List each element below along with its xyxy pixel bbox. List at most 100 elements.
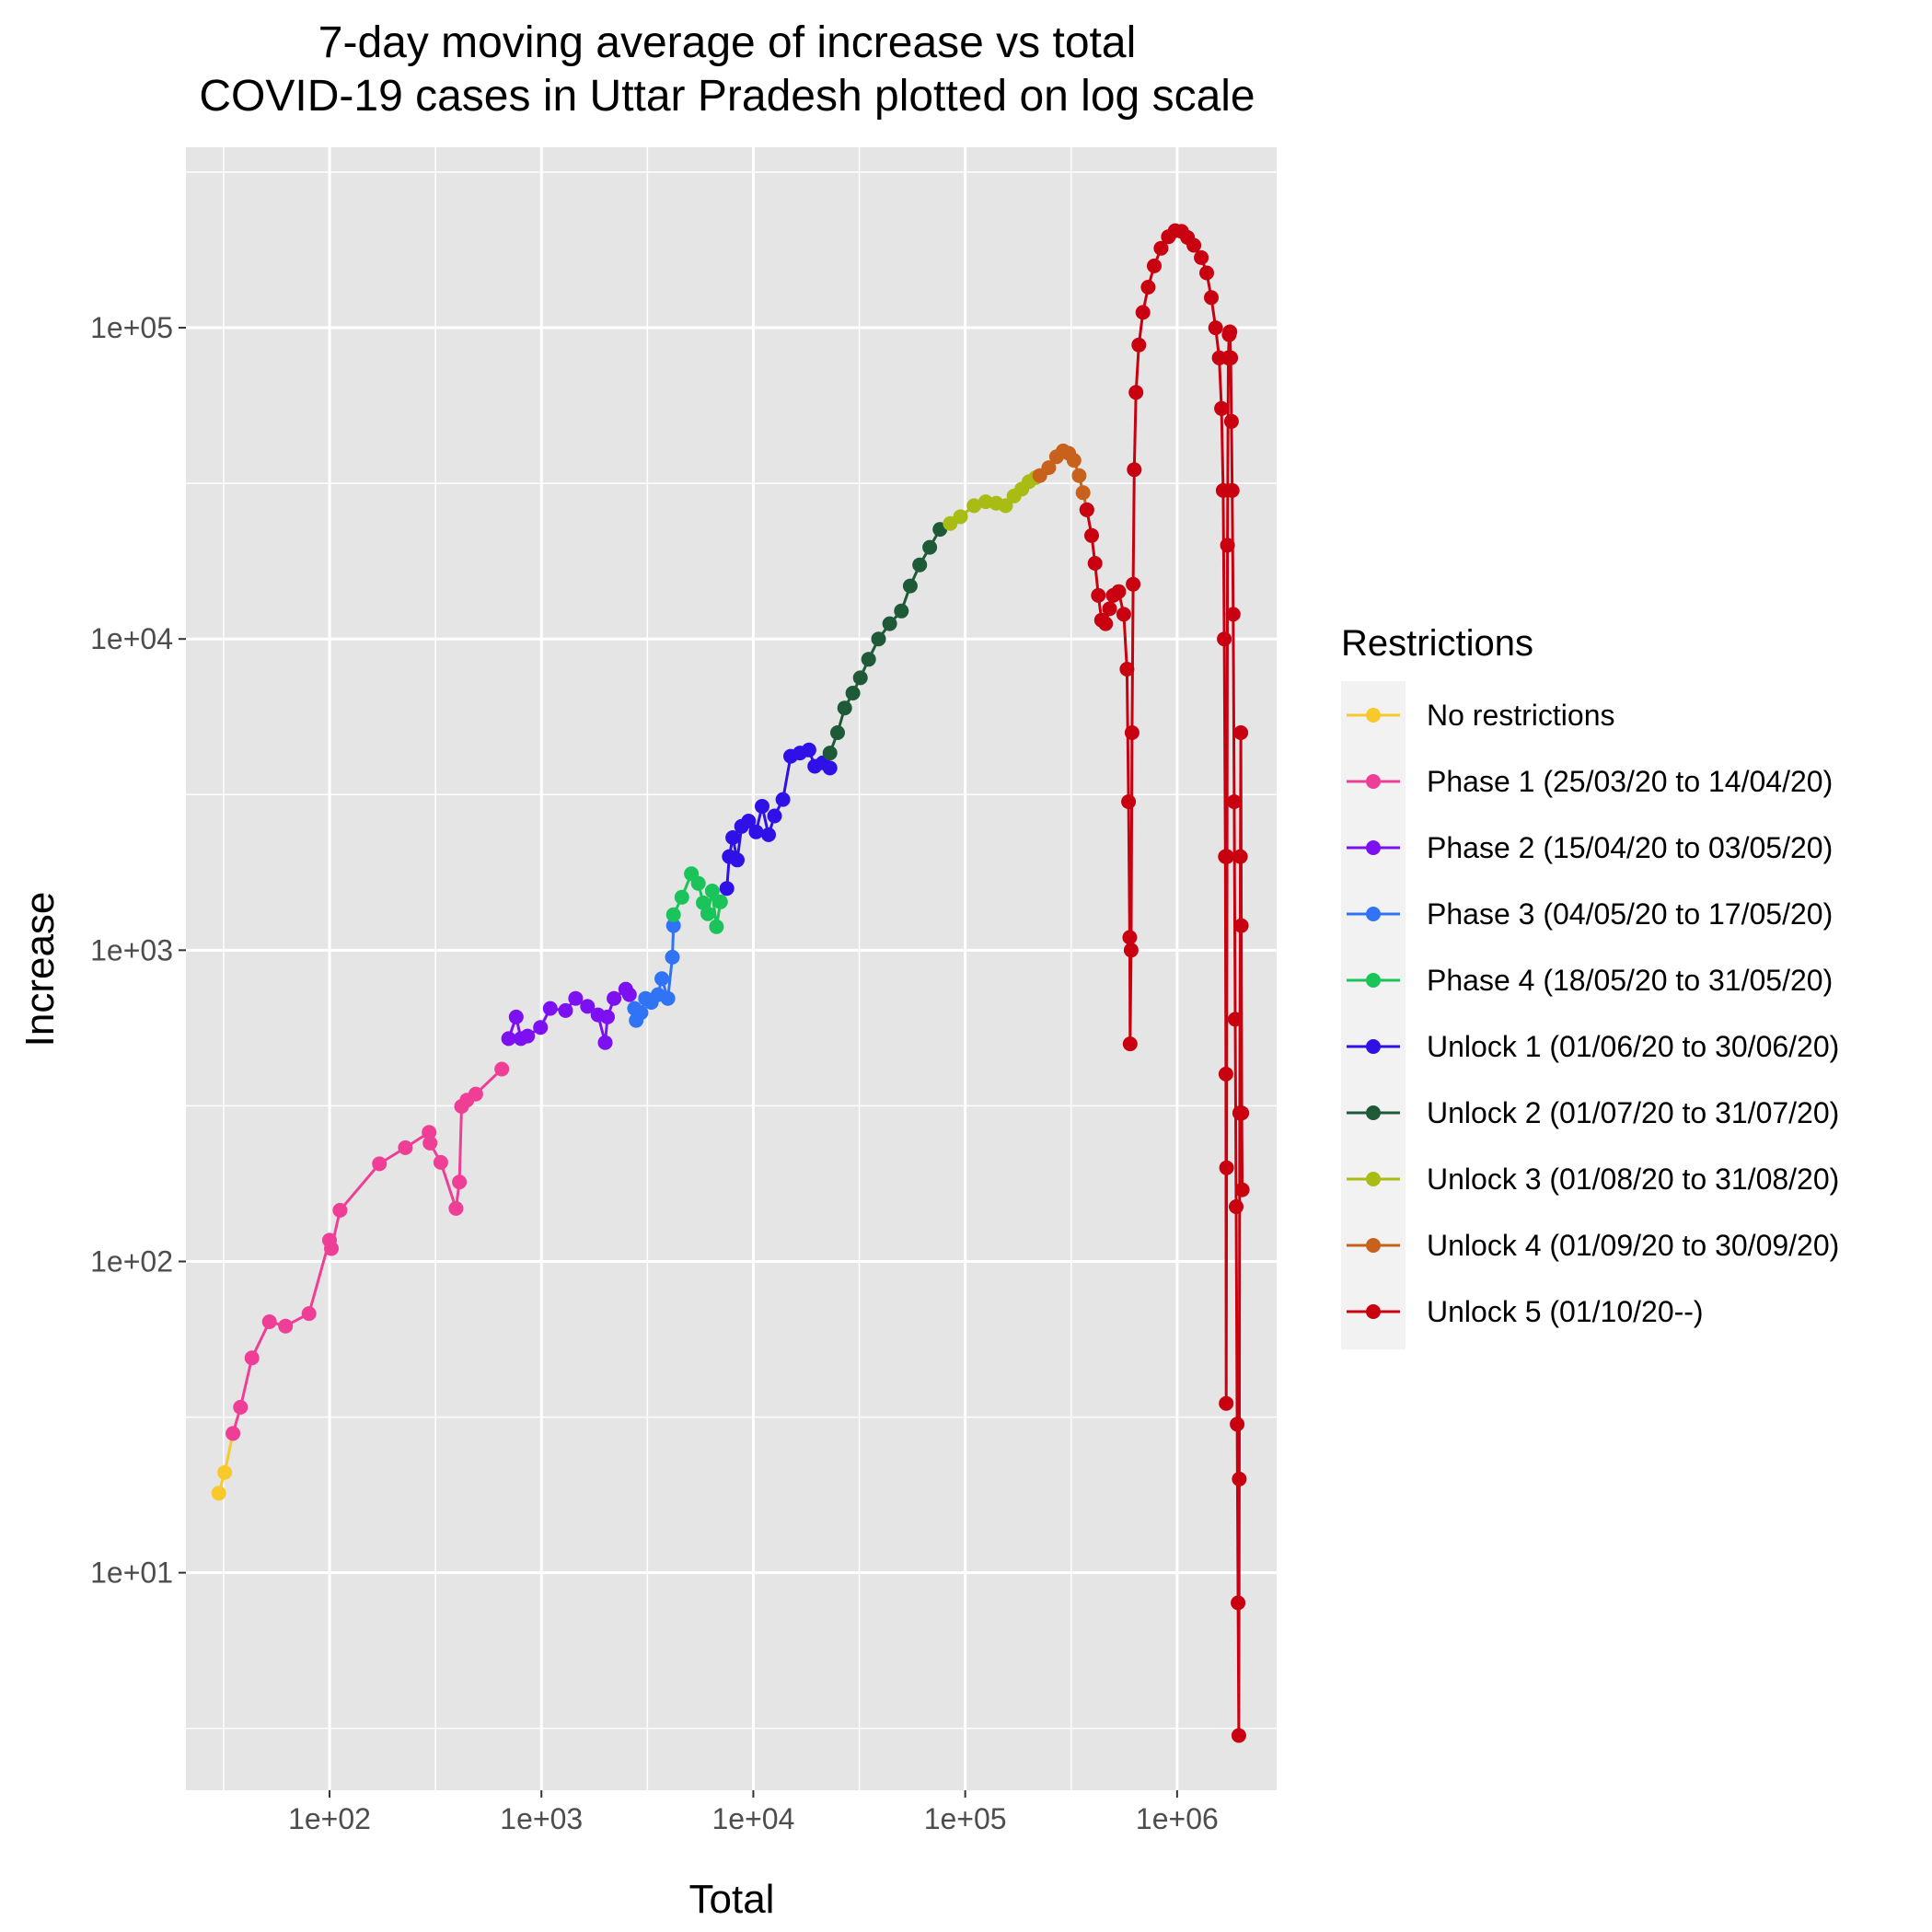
data-point xyxy=(1135,305,1151,320)
data-point xyxy=(607,990,622,1006)
legend-item: Phase 1 (25/03/20 to 14/04/20) xyxy=(1347,765,1833,798)
data-point xyxy=(665,949,680,965)
data-point xyxy=(1153,240,1169,256)
data-point xyxy=(1225,607,1241,622)
grid-lines xyxy=(186,147,1277,1790)
data-point xyxy=(533,1020,549,1035)
legend-item: Unlock 2 (01/07/20 to 31/07/20) xyxy=(1347,1096,1839,1129)
data-point xyxy=(1204,290,1219,306)
data-point xyxy=(233,1399,249,1415)
data-point xyxy=(1122,930,1138,945)
legend-label: Phase 1 (25/03/20 to 14/04/20) xyxy=(1427,765,1833,798)
data-point xyxy=(1231,1728,1246,1743)
data-point xyxy=(558,1002,573,1018)
x-axis-title: Total xyxy=(689,1877,775,1922)
x-tick-label: 1e+03 xyxy=(500,1802,583,1835)
legend-label: No restrictions xyxy=(1427,699,1615,732)
data-point xyxy=(704,884,720,898)
legend-label: Unlock 2 (01/07/20 to 31/07/20) xyxy=(1427,1096,1839,1129)
data-point xyxy=(1229,1199,1244,1214)
data-point xyxy=(1230,1417,1245,1432)
legend-item: Unlock 1 (01/06/20 to 30/06/20) xyxy=(1347,1030,1839,1063)
data-point xyxy=(741,814,757,828)
data-point xyxy=(508,1009,524,1024)
data-point xyxy=(822,746,838,761)
legend-key-point xyxy=(1366,1105,1381,1120)
y-tick-label: 1e+05 xyxy=(90,311,173,344)
data-point xyxy=(1041,460,1057,476)
data-point xyxy=(998,498,1013,514)
legend-title: Restrictions xyxy=(1341,623,1533,664)
data-point xyxy=(1199,265,1214,281)
data-point xyxy=(665,907,681,922)
legend-key-point xyxy=(1366,907,1381,921)
data-point xyxy=(748,824,764,839)
data-point xyxy=(882,616,897,631)
legend-key-point xyxy=(1366,840,1381,855)
data-point xyxy=(301,1306,317,1322)
data-point xyxy=(1127,462,1142,478)
x-tick-label: 1e+05 xyxy=(924,1802,1007,1835)
data-point xyxy=(1219,1160,1234,1175)
data-point xyxy=(912,557,928,573)
data-point xyxy=(452,1174,468,1190)
data-point xyxy=(725,830,741,845)
data-point xyxy=(398,1140,413,1155)
data-point xyxy=(1111,584,1127,599)
series-2 xyxy=(501,981,637,1050)
data-point xyxy=(1122,1036,1138,1052)
chart-title-line-1: 7-day moving average of increase vs tota… xyxy=(318,18,1136,67)
x-tick-label: 1e+04 xyxy=(711,1802,794,1835)
data-point xyxy=(1121,794,1137,809)
data-point xyxy=(719,881,735,897)
data-point xyxy=(871,631,886,647)
series-3 xyxy=(627,918,681,1028)
data-point xyxy=(1071,468,1087,483)
data-point xyxy=(597,1035,613,1050)
legend-key-point xyxy=(1366,708,1381,723)
data-point xyxy=(244,1350,260,1366)
y-tick-label: 1e+01 xyxy=(90,1556,173,1590)
series-5 xyxy=(719,742,838,897)
data-point xyxy=(520,1028,536,1044)
legend-label: Unlock 4 (01/09/20 to 30/09/20) xyxy=(1427,1229,1839,1262)
data-point xyxy=(922,539,938,555)
data-point xyxy=(448,1200,464,1216)
data-point xyxy=(665,918,681,933)
data-point xyxy=(468,1086,483,1102)
legend-key-point xyxy=(1366,973,1381,988)
data-point xyxy=(1116,607,1131,622)
legend-item: Unlock 5 (01/10/20--) xyxy=(1347,1295,1704,1328)
data-point xyxy=(217,1464,233,1480)
data-point xyxy=(226,1426,241,1441)
data-point xyxy=(568,990,584,1006)
data-point xyxy=(1218,1066,1233,1082)
data-point xyxy=(755,799,769,814)
data-point xyxy=(1102,601,1117,617)
data-point xyxy=(1222,324,1238,340)
legend-label: Phase 3 (04/05/20 to 17/05/20) xyxy=(1427,897,1833,931)
legend-label: Unlock 3 (01/08/20 to 31/08/20) xyxy=(1427,1163,1839,1196)
data-point xyxy=(712,894,728,909)
data-point xyxy=(1079,502,1094,517)
data-point xyxy=(1232,1471,1247,1487)
data-point xyxy=(633,1005,649,1021)
data-point xyxy=(861,652,876,667)
data-point xyxy=(1228,1012,1243,1027)
legend-item: Phase 2 (15/04/20 to 03/05/20) xyxy=(1347,831,1833,864)
data-point xyxy=(1232,849,1248,864)
data-point xyxy=(1233,918,1249,933)
data-point xyxy=(1124,725,1140,740)
data-point xyxy=(1214,400,1230,416)
data-point xyxy=(775,792,791,807)
data-point xyxy=(422,1125,437,1140)
data-point xyxy=(1131,337,1147,353)
data-point xyxy=(542,1001,558,1016)
legend-key-point xyxy=(1366,1039,1381,1054)
data-point xyxy=(1226,794,1242,809)
data-point xyxy=(1220,538,1235,553)
legend: No restrictions Phase 1 (25/03/20 to 14/0… xyxy=(1347,699,1839,1328)
data-point xyxy=(278,1318,294,1334)
data-point xyxy=(1126,576,1141,592)
data-point xyxy=(372,1156,388,1172)
